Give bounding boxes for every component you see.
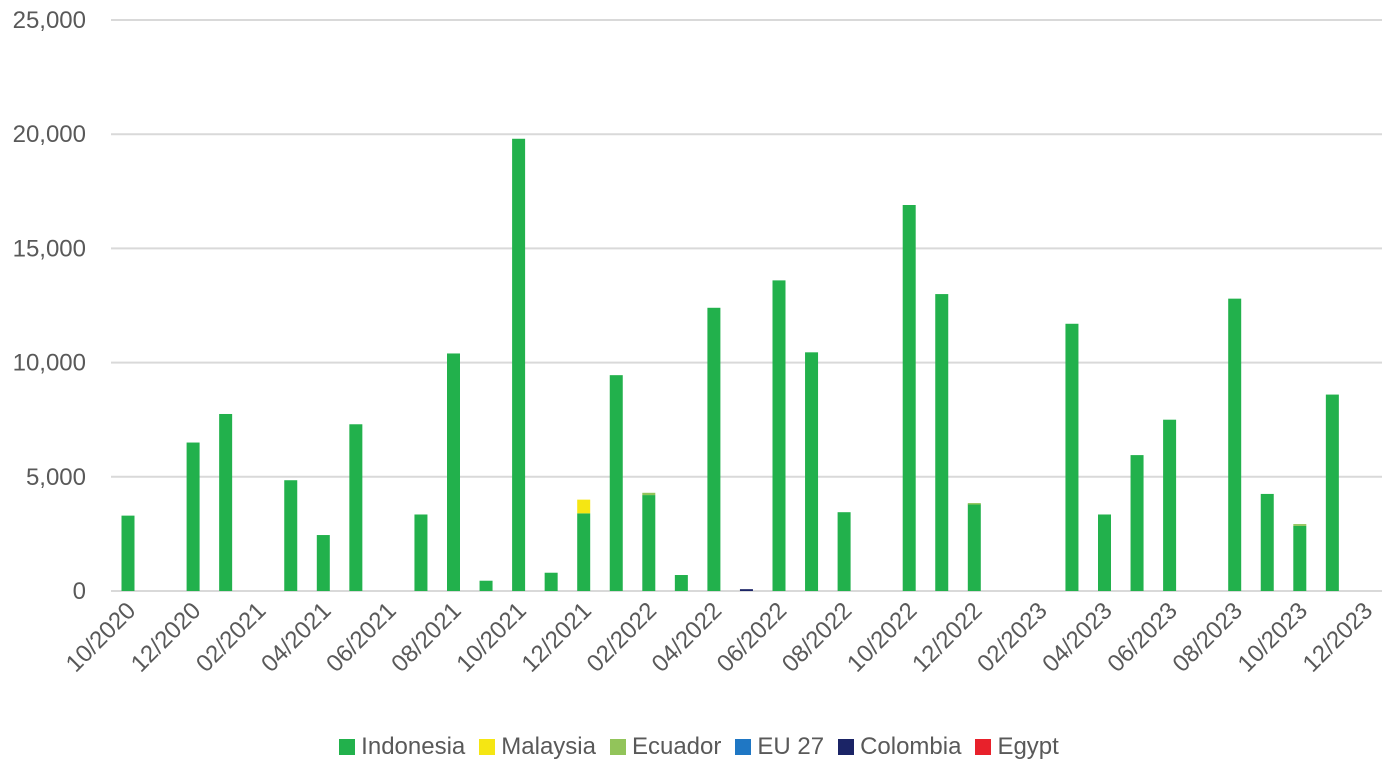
y-tick-label: 0 <box>73 578 86 605</box>
bar-indonesia-03-2023 <box>1065 323 1079 591</box>
x-tick-label: 10/2022 <box>842 597 922 677</box>
legend-label-ecuador: Ecuador <box>631 733 722 760</box>
x-tick-label: 04/2023 <box>1037 597 1117 677</box>
bar-indonesia-07-2021 <box>414 514 428 591</box>
x-tick-label: 12/2020 <box>126 597 206 677</box>
x-tick-label: 08/2022 <box>777 597 857 677</box>
legend-item-egypt: Egypt <box>975 733 1059 761</box>
legend-swatch-malaysia <box>479 739 496 755</box>
x-tick-label: 04/2021 <box>256 597 336 677</box>
legend-swatch-colombia <box>838 739 855 755</box>
bar-indonesia-09-2021 <box>479 580 493 591</box>
bar-indonesia-06-2023 <box>1163 419 1177 591</box>
x-tick-label: 02/2023 <box>972 597 1052 677</box>
bar-indonesia-10-2023 <box>1293 525 1307 591</box>
bar-indonesia-11-2023 <box>1325 394 1339 591</box>
legend-label-eu27: EU 27 <box>757 733 825 760</box>
bar-indonesia-02-2022 <box>642 495 656 591</box>
x-tick-label: 08/2023 <box>1167 597 1247 677</box>
bar-indonesia-05-2023 <box>1130 455 1144 591</box>
legend-item-eu27: EU 27 <box>735 733 824 761</box>
legend-label-indonesia: Indonesia <box>361 733 466 760</box>
bar-indonesia-10-2020 <box>121 515 135 591</box>
x-tick-label: 12/2022 <box>907 597 987 677</box>
legend-swatch-ecuador <box>609 739 626 755</box>
y-tick-label: 20,000 <box>13 121 86 148</box>
bar-indonesia-04-2023 <box>1098 514 1111 591</box>
y-tick-label: 10,000 <box>13 350 86 377</box>
x-tick-label: 12/2023 <box>1298 597 1378 677</box>
y-tick-label: 25,000 <box>13 7 86 34</box>
bar-indonesia-03-2021 <box>284 480 298 591</box>
bar-indonesia-12-2020 <box>186 442 200 591</box>
chart-svg: 05,00010,00015,00020,00025,00010/202012/… <box>13 7 1382 678</box>
y-tick-label: 15,000 <box>13 235 86 262</box>
x-tick-label: 10/2023 <box>1233 597 1313 677</box>
legend-swatch-egypt <box>975 739 992 755</box>
bar-indonesia-10-2022 <box>902 205 916 591</box>
x-tick-label: 06/2022 <box>712 597 792 677</box>
bar-indonesia-04-2021 <box>316 535 330 591</box>
bar-indonesia-01-2021 <box>219 413 233 591</box>
legend-item-indonesia: Indonesia <box>339 733 465 761</box>
legend-label-colombia: Colombia <box>860 733 962 760</box>
bar-indonesia-08-2022 <box>837 512 851 591</box>
x-tick-label: 10/2020 <box>61 597 141 677</box>
bar-ecuador-10-2023 <box>1293 524 1307 526</box>
x-tick-label: 06/2023 <box>1102 597 1182 677</box>
legend-swatch-indonesia <box>339 739 356 755</box>
bar-malaysia-12-2021 <box>577 499 591 514</box>
x-tick-label: 10/2021 <box>451 597 531 677</box>
bar-indonesia-08-2023 <box>1228 298 1242 591</box>
bar-indonesia-10-2021 <box>512 138 526 591</box>
bar-indonesia-08-2021 <box>447 353 460 591</box>
bar-indonesia-11-2021 <box>544 572 558 591</box>
y-tick-label: 5,000 <box>26 464 86 491</box>
x-tick-label: 08/2021 <box>386 597 466 677</box>
bar-indonesia-01-2022 <box>609 375 623 591</box>
bar-indonesia-11-2022 <box>935 294 949 591</box>
x-tick-label: 02/2021 <box>191 597 271 677</box>
bar-ecuador-02-2022 <box>642 492 656 496</box>
legend-label-malaysia: Malaysia <box>501 733 596 760</box>
x-tick-label: 02/2022 <box>582 597 662 677</box>
bar-indonesia-04-2022 <box>707 307 721 591</box>
legend-swatch-eu27 <box>735 739 752 755</box>
legend-label-egypt: Egypt <box>997 733 1059 760</box>
bar-indonesia-03-2022 <box>674 575 688 591</box>
legend: Indonesia Malaysia Ecuador EU 27 Colombi… <box>0 733 1398 761</box>
legend-item-colombia: Colombia <box>838 733 961 761</box>
bar-indonesia-06-2022 <box>772 280 786 591</box>
x-tick-label: 06/2021 <box>321 597 401 677</box>
bar-indonesia-05-2021 <box>349 424 363 591</box>
bar-colombia-05-2022 <box>739 589 753 591</box>
x-tick-label: 12/2021 <box>516 597 596 677</box>
bar-indonesia-12-2022 <box>967 504 981 591</box>
x-tick-label: 04/2022 <box>647 597 727 677</box>
bar-indonesia-07-2022 <box>805 352 819 591</box>
legend-item-ecuador: Ecuador <box>609 733 722 761</box>
bar-indonesia-09-2023 <box>1260 493 1274 591</box>
legend-item-malaysia: Malaysia <box>479 733 596 761</box>
bar-ecuador-12-2022 <box>967 503 981 505</box>
bar-indonesia-12-2021 <box>577 513 591 591</box>
